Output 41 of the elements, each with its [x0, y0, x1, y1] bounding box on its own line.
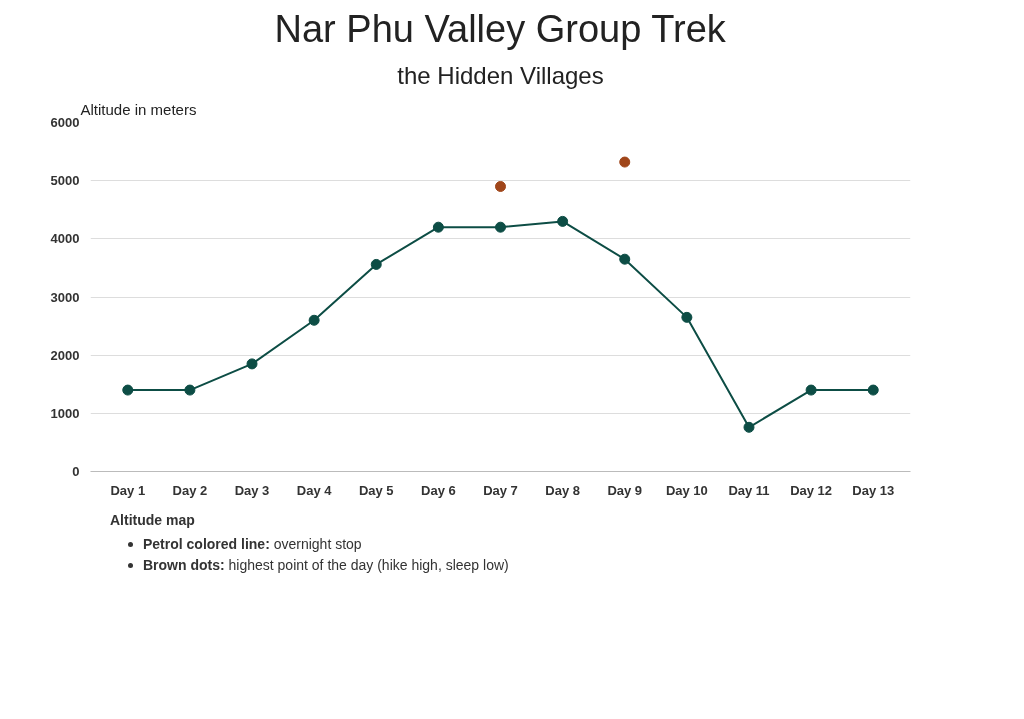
y-tick-label: 2000 — [50, 347, 80, 363]
x-tick-label: Day 10 — [665, 482, 708, 498]
point — [681, 311, 693, 323]
x-tick-label: Day 11 — [728, 482, 770, 498]
x-tick-label: Day 5 — [358, 482, 394, 498]
point — [308, 314, 320, 326]
x-tick-label: Day 3 — [234, 482, 270, 498]
point — [619, 253, 631, 265]
point — [495, 180, 506, 192]
x-tick-label: Day 2 — [172, 482, 208, 498]
point — [495, 221, 506, 233]
y-tick-label: 0 — [72, 464, 80, 479]
point — [805, 384, 817, 396]
point — [432, 221, 444, 233]
y-tick-label: 5000 — [50, 173, 80, 189]
y-tick-label: 3000 — [50, 289, 80, 305]
point — [557, 215, 569, 227]
x-tick-label: Day 9 — [607, 482, 643, 498]
x-tick-label: Day 4 — [296, 482, 333, 498]
y-tick-label: 1000 — [50, 405, 80, 421]
point — [122, 384, 134, 396]
y-axis-title: Altitude in meters — [80, 100, 197, 118]
chart-subtitle: the Hidden Villages — [397, 61, 604, 89]
x-tick-label: Day 12 — [790, 482, 833, 498]
y-tick-label: 6000 — [50, 115, 80, 130]
point — [370, 258, 382, 270]
x-tick-label: Day 6 — [421, 482, 456, 498]
chart-title: Nar Phu Valley Group Trek — [274, 7, 727, 50]
x-tick-label: Day 7 — [483, 482, 518, 498]
point — [246, 358, 258, 370]
point — [867, 384, 879, 396]
point — [743, 421, 755, 433]
x-tick-label: Day 1 — [110, 482, 146, 498]
text: Brown dots: highest point of the day (hike high, sleep low) — [142, 556, 509, 575]
text: Petrol colored line: overnight stop — [142, 535, 363, 554]
x-tick-label: Day 8 — [545, 482, 580, 498]
x-tick-label: Day 13 — [852, 482, 895, 498]
y-tick-label: 4000 — [50, 231, 80, 247]
point — [184, 384, 196, 396]
text: Altitude map — [110, 511, 196, 530]
point — [619, 156, 631, 168]
